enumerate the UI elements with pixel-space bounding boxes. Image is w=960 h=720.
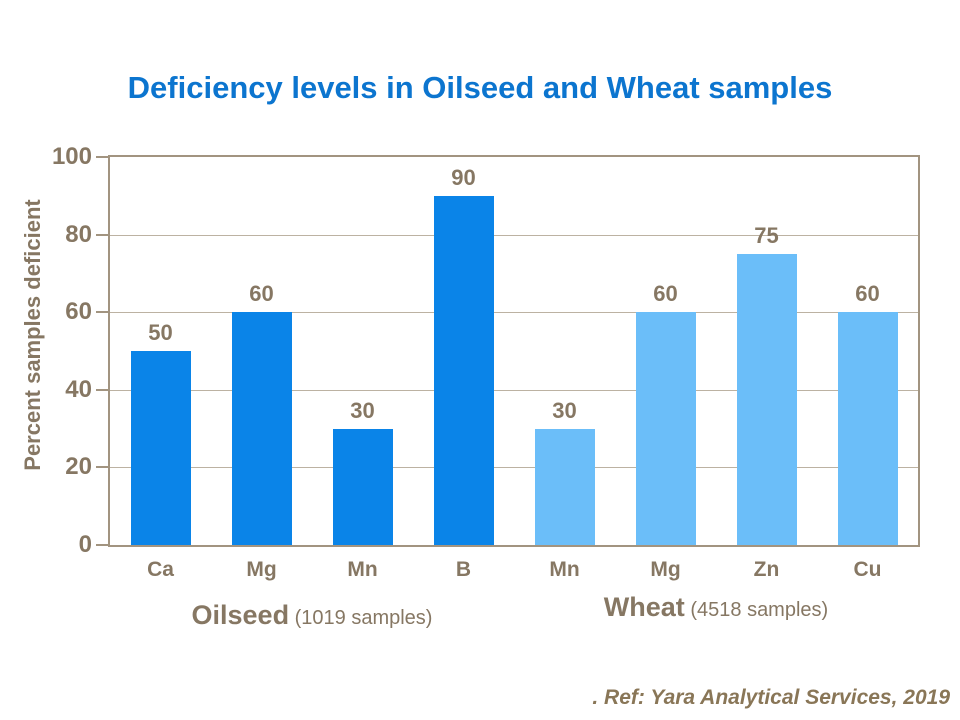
bar-value-label: 60 [249,281,274,307]
bar-value-label: 30 [552,397,577,423]
reference-text: . Ref: Yara Analytical Services, 2019 [592,686,950,709]
x-tick-label: Zn [753,558,780,581]
bar-value-label: 90 [451,164,476,190]
bar [534,428,595,545]
x-tick-label: Mn [549,558,580,581]
x-tick-label: B [455,558,472,581]
bar [736,254,797,545]
y-tick-label: 0 [78,531,92,558]
bar [130,351,191,545]
y-tick-mark [96,466,108,469]
group-name: Oilseed [191,600,290,630]
y-tick-label: 40 [65,375,92,403]
y-tick-mark [96,388,108,391]
y-tick-mark [96,156,108,158]
y-tick-mark [96,544,108,546]
x-tick-label: Cu [853,558,882,581]
group-sample-count: (4518 samples) [684,599,829,621]
y-tick-mark [96,233,108,236]
x-tick-label: Mg [650,558,681,581]
bar [837,312,898,545]
y-tick-mark [96,311,108,314]
plot-area: 50 60 30 90 30 60 75 60 [108,155,920,547]
y-tick-label: 80 [65,220,92,248]
gridline [110,389,918,391]
y-tick-label: 60 [65,298,92,326]
bar-value-label: 60 [855,281,880,307]
bar [231,312,292,545]
y-tick-label: 100 [51,143,92,170]
x-tick-label: Mg [246,558,277,581]
bar-value-label: 30 [350,397,375,423]
bar [433,195,494,545]
group-name: Wheat [603,592,685,622]
gridline [110,312,918,314]
chart-title: Deficiency levels in Oilseed and Wheat s… [127,70,833,105]
bar-value-label: 50 [148,320,173,345]
gridline [110,234,918,236]
gridline [110,467,918,469]
y-tick-label: 20 [65,453,92,481]
bar-value-label: 75 [754,223,779,248]
bar-value-label: 60 [653,281,678,307]
group-sample-count: (1019 samples) [289,607,433,629]
x-tick-label: Mn [347,558,378,581]
x-tick-label: Ca [147,558,174,581]
group-label-oilseed: Oilseed (1019 samples) [92,600,532,631]
group-label-wheat: Wheat (4518 samples) [496,592,936,623]
bar [635,312,696,545]
bar [332,428,393,545]
